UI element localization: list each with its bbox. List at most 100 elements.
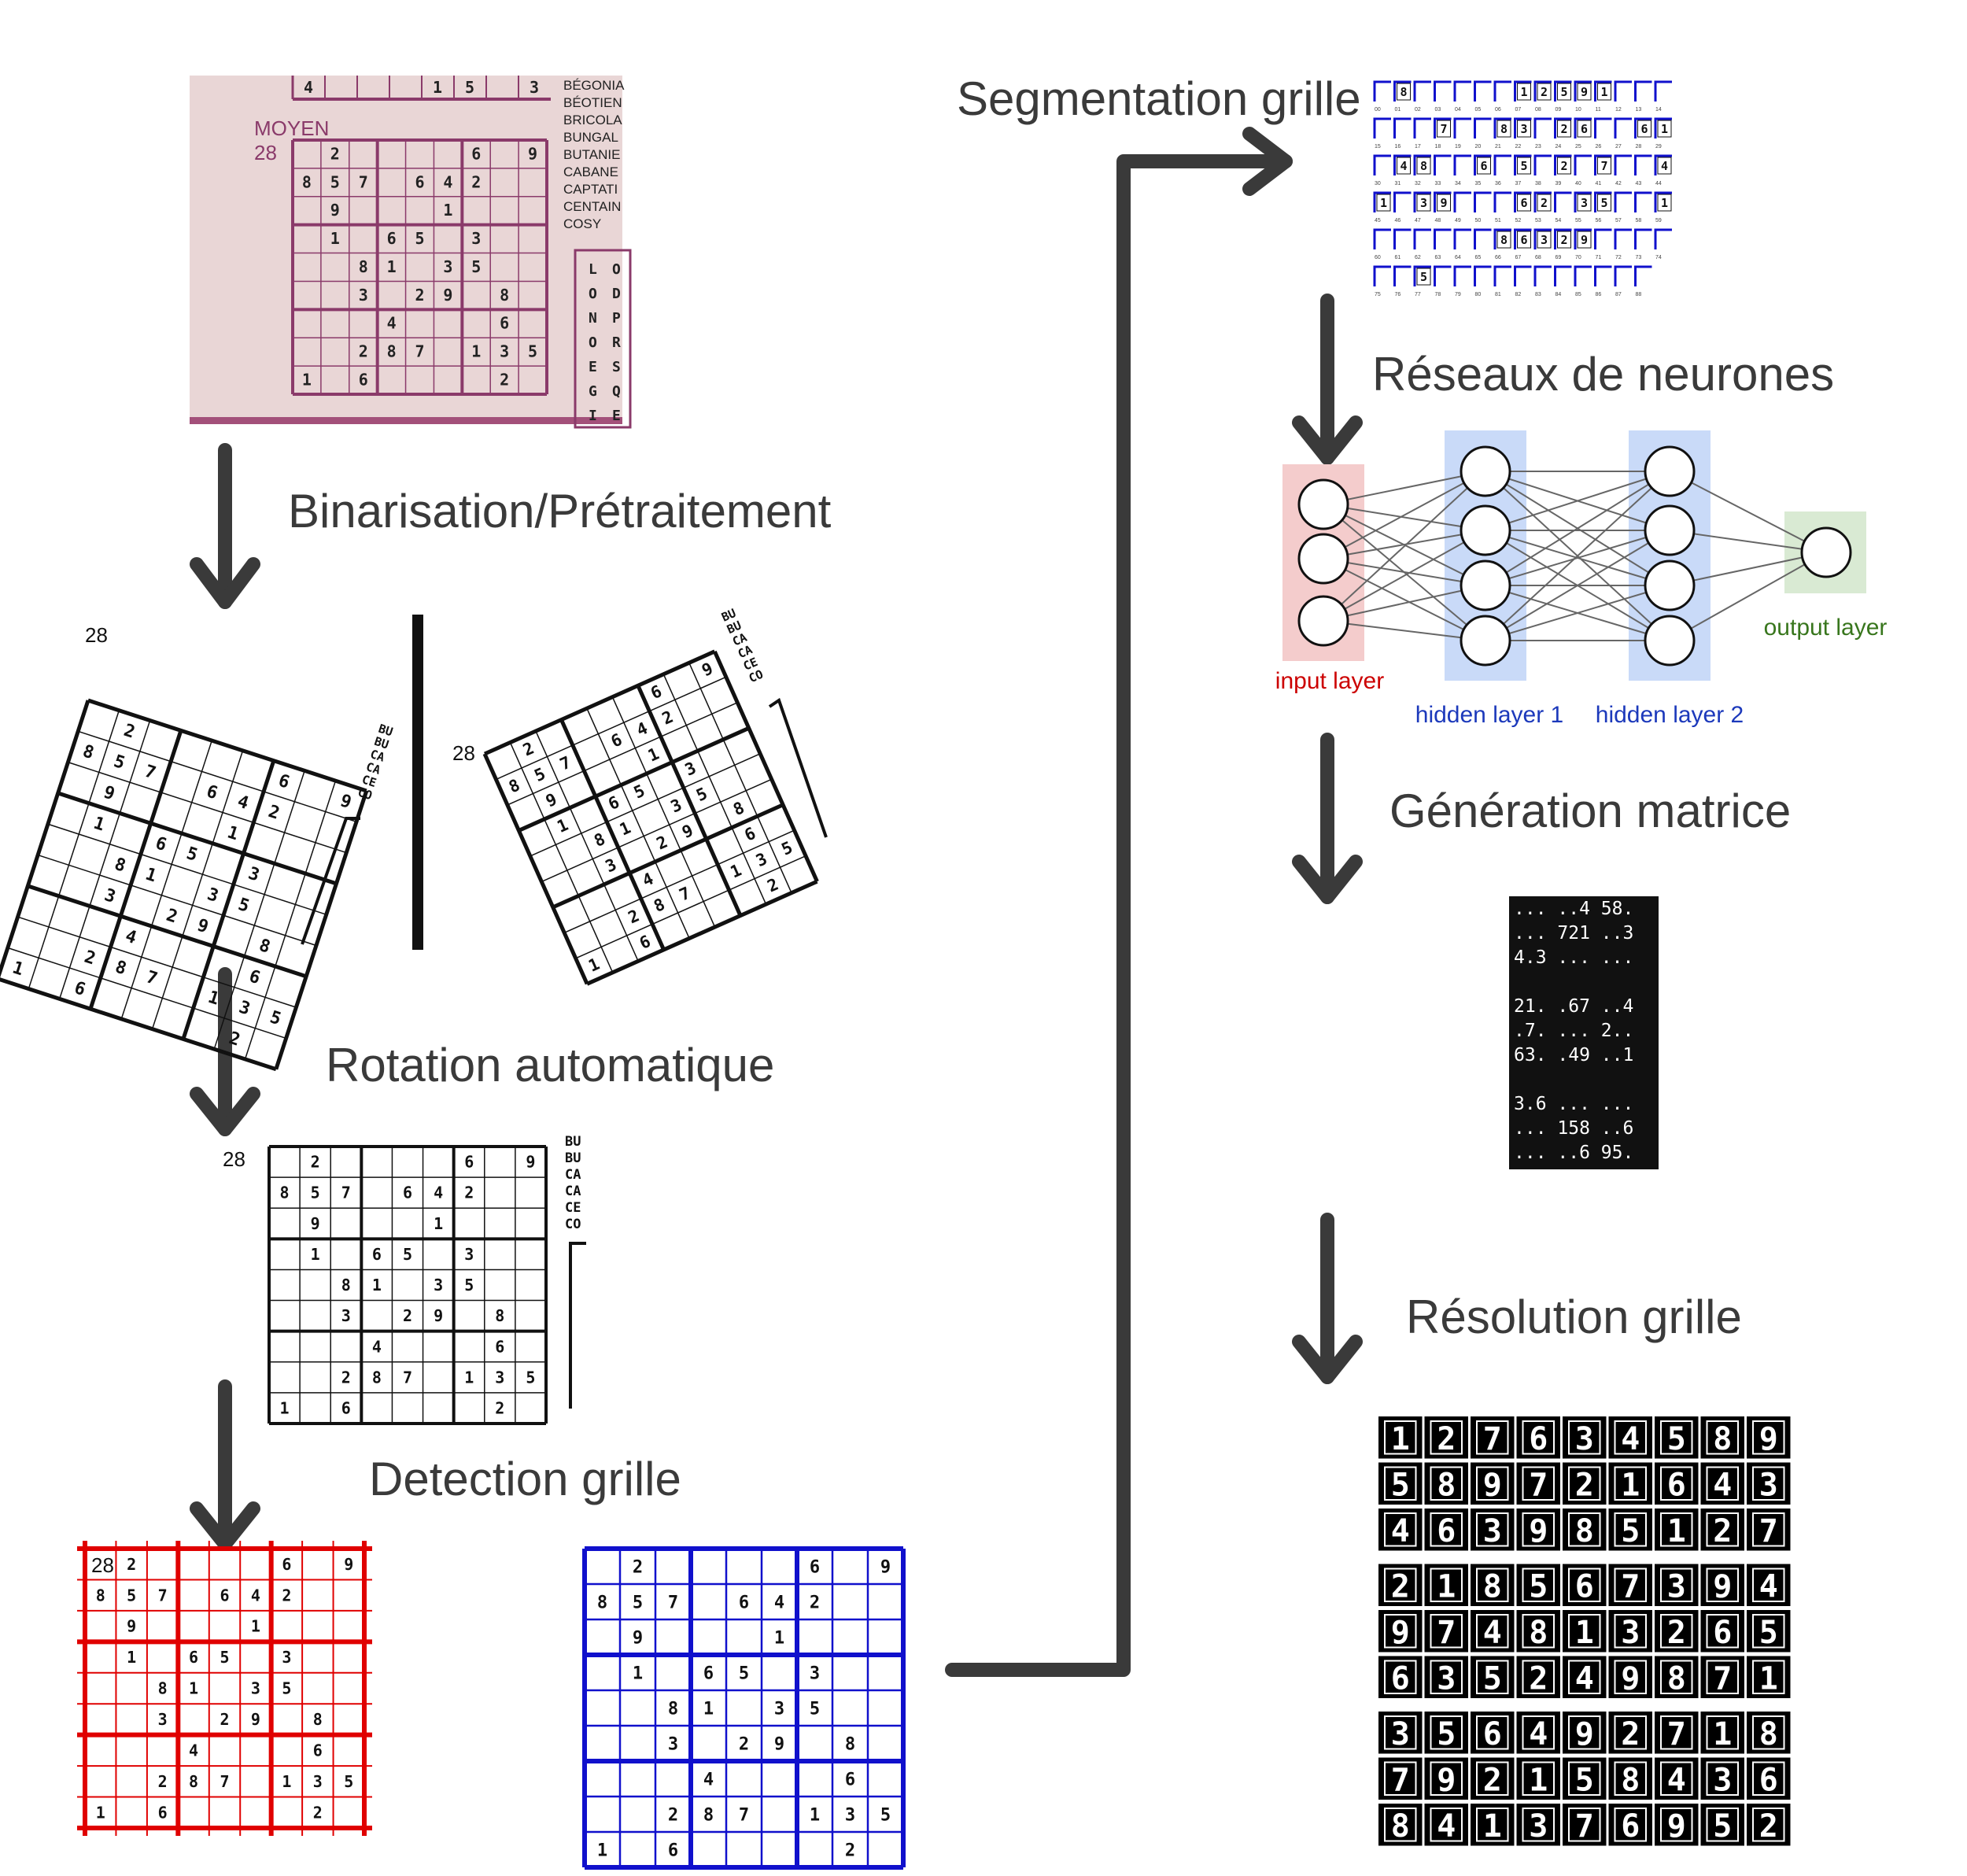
solution-digit: 5 <box>1667 1421 1686 1457</box>
solution-digit: 2 <box>1713 1513 1732 1549</box>
arrow-down-5 <box>1292 733 1363 904</box>
solution-cell-bg <box>1700 1416 1744 1459</box>
segment-index: 19 <box>1455 144 1461 150</box>
network-connections <box>1323 471 1827 641</box>
segment-cell: 78 <box>1434 265 1452 297</box>
segment-box <box>1496 120 1511 138</box>
solution-cell-frame <box>1568 1512 1601 1547</box>
grid-digit: 3 <box>359 286 368 305</box>
grid-digit: 1 <box>127 1648 136 1667</box>
segment-cell: 05 <box>1474 80 1492 113</box>
solution-digit: 3 <box>1759 1468 1778 1504</box>
segment-index: 10 <box>1575 107 1581 113</box>
segment-box <box>1597 157 1611 175</box>
grid-digit: 8 <box>256 936 272 958</box>
segment-cell: 5 09 <box>1554 80 1572 113</box>
segment-border <box>1634 154 1652 175</box>
grid-digit: 9 <box>528 144 537 163</box>
input-layer-label: input layer <box>1275 668 1384 694</box>
segment-border <box>1393 265 1412 286</box>
solution-cell-bg <box>1655 1656 1699 1698</box>
solution-digit: 9 <box>1575 1716 1594 1752</box>
solution-digit: 8 <box>1667 1661 1686 1697</box>
grid-digit: 3 <box>443 257 452 276</box>
side-word: BU <box>377 722 395 740</box>
segment-digit: 1 <box>1600 85 1607 99</box>
segment-index: 40 <box>1575 181 1581 186</box>
segment-cell: 26 <box>1594 117 1612 150</box>
solution-digit: 1 <box>1667 1513 1686 1549</box>
segment-border <box>1533 191 1552 212</box>
segment-cell: 54 <box>1554 191 1572 223</box>
grid-line <box>0 700 90 980</box>
binarised-left-number: 28 <box>85 623 108 647</box>
solution-cell-frame <box>1476 1660 1509 1694</box>
segment-index: 63 <box>1435 255 1441 260</box>
segment-border <box>1474 117 1492 138</box>
segment-cell: 9 10 <box>1574 80 1592 113</box>
grid-digit: 3 <box>682 759 699 780</box>
matrix-row: 21. .67 ..4 <box>1514 996 1633 1017</box>
matrix-text: ... ..4 58. ... 721 ..3 4.3 ... ... 21. .67… <box>1514 899 1633 1163</box>
network-edge <box>1323 558 1486 641</box>
grid-digit: 9 <box>251 1710 260 1729</box>
segment-cell: 71 <box>1594 228 1612 260</box>
grid-line <box>213 770 305 1050</box>
segment-border <box>1373 80 1391 102</box>
grid-line <box>37 854 317 947</box>
grid-digit: 1 <box>464 1368 474 1387</box>
grid-digit: 5 <box>633 1593 643 1613</box>
segment-index: 05 <box>1475 107 1482 113</box>
segment-cell: 58 <box>1634 191 1652 223</box>
label-reseaux: Réseaux de neurones <box>1372 348 1834 401</box>
grid-digit: 1 <box>645 744 662 766</box>
grid-digit: 7 <box>403 1368 412 1387</box>
solution-cell-frame <box>1614 1420 1647 1455</box>
solution-digit: 5 <box>1575 1763 1594 1799</box>
grid-line <box>552 803 784 910</box>
segment-index: 39 <box>1556 181 1562 186</box>
grid-digit: 3 <box>251 1679 260 1698</box>
segment-index: 08 <box>1535 107 1541 113</box>
solution-cell-bg <box>1424 1509 1468 1551</box>
network-edge <box>1485 471 1670 641</box>
word-item: BUNGAL <box>563 130 618 145</box>
segment-cell: 8 32 <box>1413 154 1431 186</box>
segment-index: 33 <box>1435 181 1441 186</box>
grid-line <box>28 710 120 989</box>
segment-index: 80 <box>1475 292 1482 297</box>
segment-border <box>1434 154 1452 175</box>
solution-cell-frame <box>1522 1715 1555 1750</box>
grid-digit: 3 <box>313 1772 323 1791</box>
grid-digit: 6 <box>403 1184 412 1202</box>
solution-cell-bg <box>1516 1804 1560 1846</box>
solution-cell-bg <box>1516 1564 1560 1606</box>
grid-digit: 8 <box>703 1806 714 1826</box>
segment-cell: 1 07 <box>1514 80 1532 113</box>
segment-cell: 57 <box>1614 191 1632 223</box>
solution-cell-frame <box>1568 1568 1601 1602</box>
solution-digit: 2 <box>1759 1808 1778 1845</box>
segment-index: 17 <box>1415 144 1421 150</box>
grid-digit: 8 <box>845 1735 855 1755</box>
solution-cell-frame <box>1660 1614 1693 1649</box>
segment-index: 38 <box>1535 181 1541 186</box>
solution-cell-frame <box>1752 1761 1785 1796</box>
grid-digit: 9 <box>311 1214 320 1233</box>
grid-digit: 2 <box>668 1806 678 1826</box>
segment-box <box>1637 120 1651 138</box>
network-edge <box>1323 471 1486 559</box>
solution-cell-frame <box>1522 1568 1555 1602</box>
segment-index: 37 <box>1515 181 1522 186</box>
grid-digit: 5 <box>528 342 537 361</box>
solution-cell-bg <box>1655 1564 1699 1606</box>
grid-digit: 2 <box>282 1586 291 1605</box>
grid-digit: 5 <box>344 1772 353 1791</box>
segment-index: 50 <box>1475 218 1482 223</box>
solution-cell-frame <box>1752 1660 1785 1694</box>
segment-index: 27 <box>1615 144 1622 150</box>
side-word: CO <box>565 1217 581 1232</box>
word-item: BÉGONIA <box>563 78 625 93</box>
solution-cell-bg <box>1700 1610 1744 1653</box>
grid-digit: 6 <box>359 371 368 390</box>
